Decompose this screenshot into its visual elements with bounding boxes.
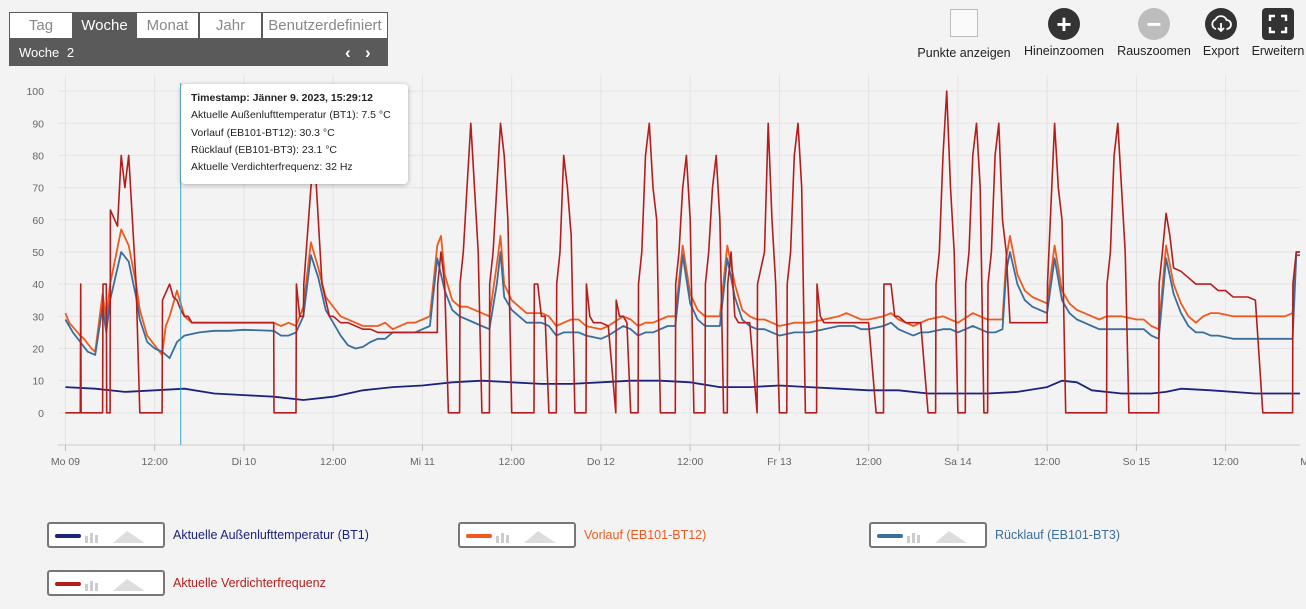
legend-mini-chart-icon bbox=[85, 531, 145, 543]
series-line-2 bbox=[64, 251, 1300, 359]
x-tick-label: Do 12 bbox=[587, 456, 615, 468]
export-button[interactable]: Export bbox=[1198, 8, 1244, 58]
legend-mini-chart-icon bbox=[907, 531, 967, 543]
expand-label: Erweitern bbox=[1251, 44, 1305, 58]
x-tick-label: Sa 14 bbox=[944, 456, 972, 468]
expand-button[interactable]: Erweitern bbox=[1250, 8, 1306, 58]
line-chart[interactable]: 0 10 20 30 40 50 60 70 80 90 100 Mo 09 12:00 Di 10 12:… bbox=[0, 75, 1306, 475]
legend-item-vorlauf[interactable]: Vorlauf (EB101-BT12) bbox=[458, 522, 706, 548]
zoom-in-label: Hineinzoomen bbox=[1024, 44, 1104, 58]
show-points-label: Punkte anzeigen bbox=[917, 46, 1011, 60]
legend-label: Aktuelle Verdichterfrequenz bbox=[173, 576, 326, 590]
y-tick-label: 0 bbox=[38, 408, 44, 420]
zoom-in-button[interactable]: + Hineinzoomen bbox=[1018, 8, 1110, 58]
x-tick-label: 12:00 bbox=[677, 456, 703, 468]
y-tick-label: 60 bbox=[32, 215, 44, 227]
tooltip-line: Aktuelle Verdichterfrequenz: 32 Hz bbox=[191, 161, 353, 174]
legend-mini-chart-icon bbox=[496, 531, 556, 543]
x-tick-label: 12:00 bbox=[320, 456, 346, 468]
x-tick-label: So 15 bbox=[1123, 456, 1151, 468]
fullscreen-icon bbox=[1262, 8, 1294, 40]
zoom-out-button[interactable]: − Rauszoomen bbox=[1114, 8, 1194, 58]
next-week-chevron-icon[interactable]: › bbox=[365, 43, 371, 62]
period-tabs: Tag Woche Monat Jahr Benutzerdefiniert bbox=[9, 12, 388, 39]
legend-mini-chart-icon bbox=[85, 579, 145, 591]
x-tick-label: 12:00 bbox=[856, 456, 882, 468]
y-tick-label: 90 bbox=[32, 118, 44, 130]
x-tick-label: 12:00 bbox=[1212, 456, 1238, 468]
y-tick-label: 30 bbox=[32, 311, 44, 323]
x-tick-label: Mi 11 bbox=[410, 456, 435, 468]
prev-week-chevron-icon[interactable]: ‹ bbox=[345, 43, 351, 62]
series-line-3 bbox=[65, 90, 1300, 414]
legend-swatch bbox=[877, 534, 903, 538]
week-label: Woche bbox=[19, 45, 60, 60]
legend-item-outdoor-temp[interactable]: Aktuelle Außenlufttemperatur (BT1) bbox=[47, 522, 369, 548]
tab-tag[interactable]: Tag bbox=[9, 12, 73, 39]
tab-benutzerdefiniert[interactable]: Benutzerdefiniert bbox=[262, 12, 388, 39]
cloud-download-icon bbox=[1205, 8, 1237, 40]
legend-label: Aktuelle Außenlufttemperatur (BT1) bbox=[173, 528, 369, 542]
x-tick-label: 12:00 bbox=[1034, 456, 1060, 468]
legend-swatch bbox=[55, 534, 81, 538]
minus-icon: − bbox=[1138, 8, 1170, 40]
legend-toggle-box[interactable] bbox=[47, 570, 165, 596]
series-line-1 bbox=[64, 228, 1300, 356]
legend-item-compressor-frequency[interactable]: Aktuelle Verdichterfrequenz bbox=[47, 570, 326, 596]
y-tick-label: 70 bbox=[32, 183, 44, 195]
y-tick-label: 10 bbox=[32, 376, 44, 388]
legend-toggle-box[interactable] bbox=[869, 522, 987, 548]
tab-monat[interactable]: Monat bbox=[136, 12, 199, 39]
y-tick-label: 100 bbox=[26, 86, 44, 98]
tab-woche[interactable]: Woche bbox=[73, 12, 136, 39]
legend-item-ruecklauf[interactable]: Rücklauf (EB101-BT3) bbox=[869, 522, 1120, 548]
x-tick-label: Mo 09 bbox=[51, 456, 80, 468]
tooltip-title: Timestamp: Jänner 9. 2023, 15:29:12 bbox=[191, 92, 373, 104]
show-points-checkbox[interactable] bbox=[950, 9, 978, 37]
tooltip-line: Vorlauf (EB101-BT12): 30.3 °C bbox=[191, 126, 335, 139]
legend-label: Vorlauf (EB101-BT12) bbox=[584, 528, 707, 542]
legend-toggle-box[interactable] bbox=[47, 522, 165, 548]
export-label: Export bbox=[1202, 44, 1240, 58]
y-tick-label: 50 bbox=[32, 247, 44, 259]
week-navigator: Woche 2 ‹ › bbox=[9, 39, 388, 66]
x-tick-label: Di 10 bbox=[232, 456, 257, 468]
tooltip-line: Rücklauf (EB101-BT3): 23.1 °C bbox=[191, 143, 338, 156]
chart-tooltip: Timestamp: Jänner 9. 2023, 15:29:12 Aktu… bbox=[181, 84, 408, 184]
plus-icon: + bbox=[1048, 8, 1080, 40]
legend-label: Rücklauf (EB101-BT3) bbox=[995, 528, 1121, 542]
tooltip-line: Aktuelle Außenlufttemperatur (BT1): 7.5 … bbox=[191, 109, 391, 122]
x-tick-label: 12:00 bbox=[499, 456, 525, 468]
legend-toggle-box[interactable] bbox=[458, 522, 576, 548]
x-tick-label: Fr 13 bbox=[767, 456, 792, 468]
y-tick-label: 20 bbox=[32, 343, 44, 355]
y-tick-label: 40 bbox=[32, 279, 44, 291]
y-tick-label: 80 bbox=[32, 150, 44, 162]
tab-jahr[interactable]: Jahr bbox=[199, 12, 262, 39]
show-points-toggle[interactable]: Punkte anzeigen bbox=[914, 8, 1014, 60]
x-tick-label: Mo 16 bbox=[1300, 456, 1306, 468]
legend-swatch bbox=[466, 534, 492, 538]
legend-swatch bbox=[55, 582, 81, 586]
period-selector: Tag Woche Monat Jahr Benutzerdefiniert W… bbox=[9, 12, 388, 66]
zoom-out-label: Rauszoomen bbox=[1117, 44, 1191, 58]
week-number: 2 bbox=[66, 45, 75, 60]
x-tick-label: 12:00 bbox=[142, 456, 168, 468]
